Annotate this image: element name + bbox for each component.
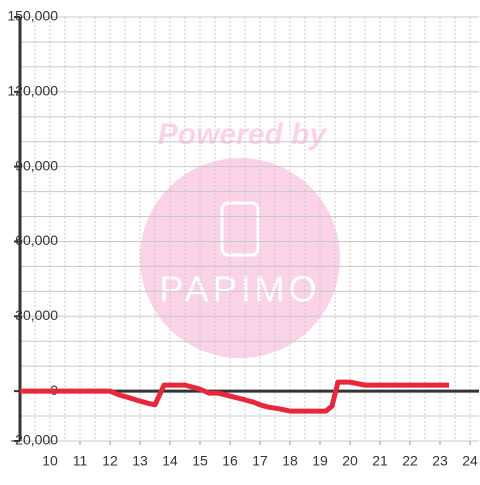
x-tick-label: 16 — [222, 453, 238, 469]
x-tick-label: 21 — [372, 453, 388, 469]
watermark-logo: PAPIMO — [159, 269, 320, 310]
x-tick-label: 13 — [132, 453, 148, 469]
watermark-text: Powered by — [158, 118, 328, 151]
watermark-circle — [140, 158, 340, 358]
y-tick-label: 120,000 — [7, 83, 58, 99]
x-tick-label: 19 — [312, 453, 328, 469]
y-tick-label: 90,000 — [15, 157, 58, 173]
x-tick-label: 10 — [42, 453, 58, 469]
x-tick-label: 23 — [432, 453, 448, 469]
y-tick-label: 60,000 — [15, 232, 58, 248]
y-tick-label: 30,000 — [15, 307, 58, 323]
x-tick-label: 17 — [252, 453, 268, 469]
y-tick-label: 150,000 — [7, 8, 58, 24]
x-tick-label: 12 — [102, 453, 118, 469]
x-tick-label: 11 — [73, 453, 88, 469]
x-tick-label: 15 — [192, 453, 208, 469]
series-line — [20, 379, 449, 414]
x-tick-label: 18 — [282, 453, 298, 469]
x-tick-label: 20 — [342, 453, 358, 469]
x-tick-label: 14 — [162, 453, 178, 469]
x-tick-label: 24 — [462, 453, 478, 469]
watermark-icon — [220, 201, 260, 257]
x-tick-label: 22 — [402, 453, 418, 469]
y-tick-label: -20,000 — [11, 432, 59, 448]
